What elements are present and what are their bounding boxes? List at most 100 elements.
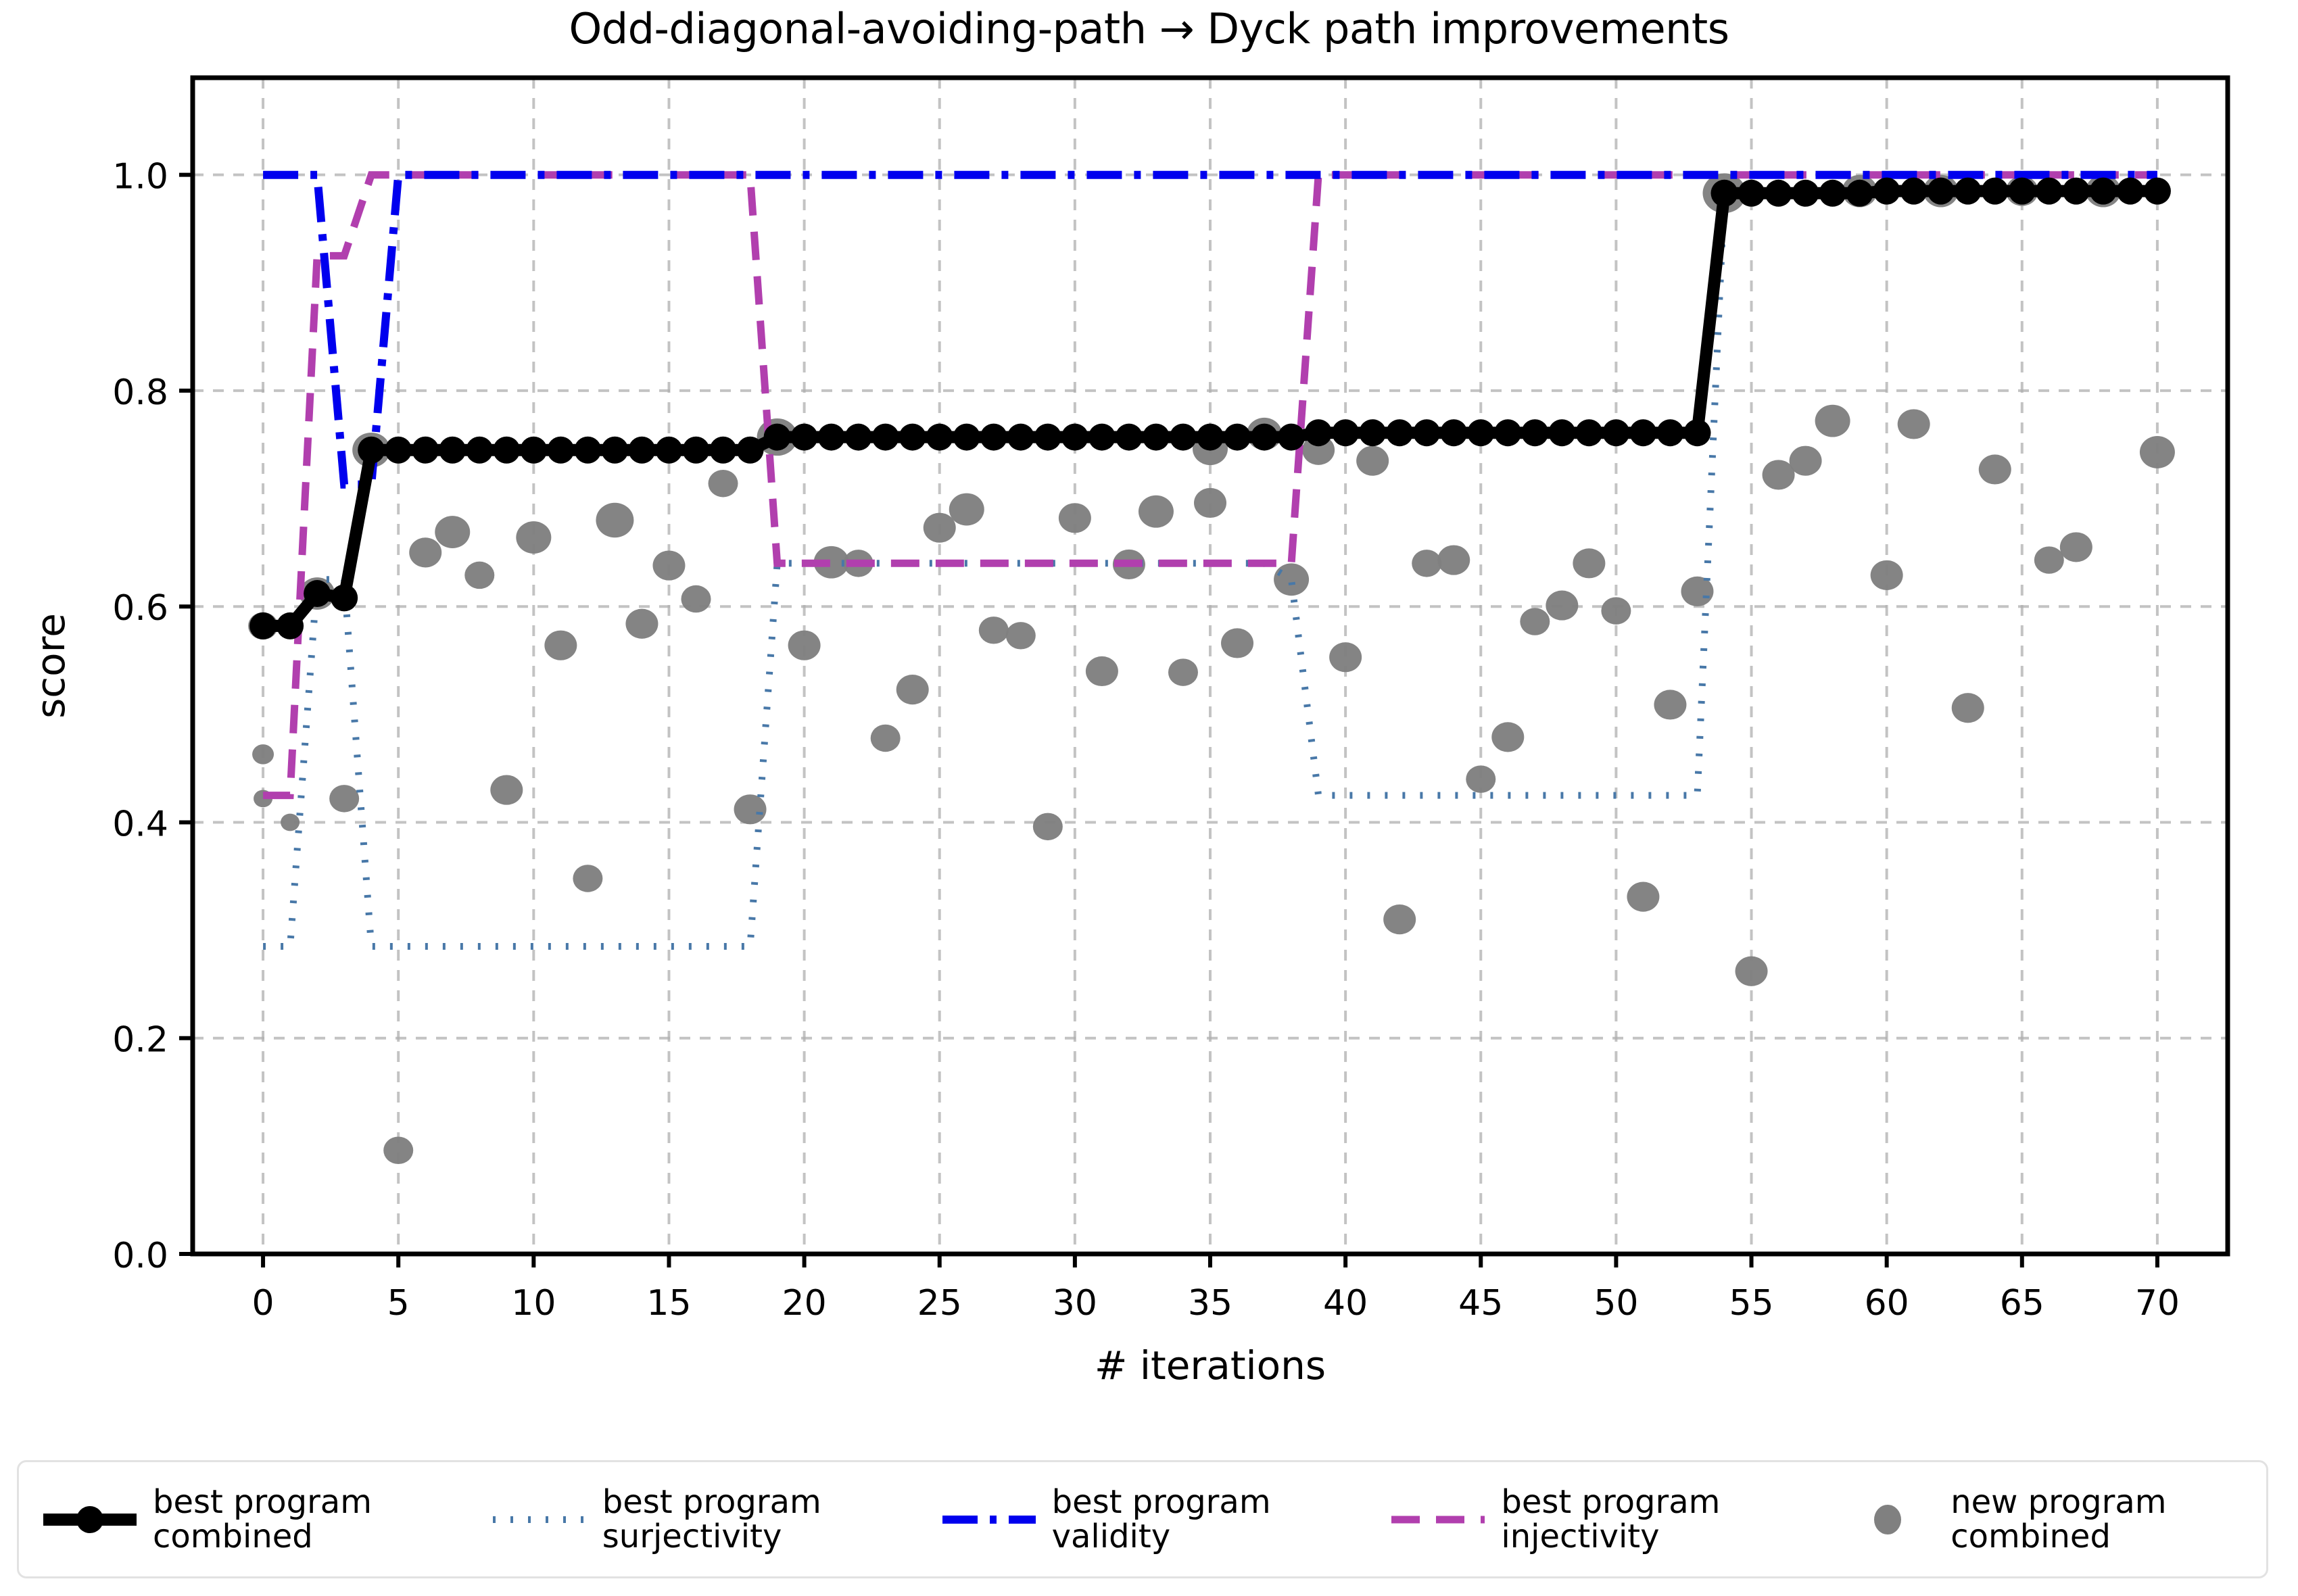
series-marker-combined xyxy=(358,436,385,464)
scatter-point xyxy=(625,608,659,639)
page-title: Odd-diagonal-avoiding-path → Dyck path i… xyxy=(569,4,1729,53)
series-marker-combined xyxy=(763,423,791,451)
series-marker-combined xyxy=(1954,177,1982,205)
x-tick-label: 15 xyxy=(646,1283,691,1324)
series-marker-combined xyxy=(493,436,521,464)
legend-item-2[interactable]: best program validity xyxy=(918,1482,1368,1555)
series-marker-combined xyxy=(2062,177,2090,205)
series-marker-combined xyxy=(844,423,872,451)
series-marker-combined xyxy=(1575,419,1603,447)
legend-swatch-icon xyxy=(1837,1499,1938,1540)
series-marker-combined xyxy=(574,436,602,464)
series-marker-combined xyxy=(1981,177,2009,205)
scatter-point xyxy=(490,775,523,805)
scatter-point xyxy=(516,521,552,554)
scatter-point xyxy=(1032,813,1063,841)
series-marker-combined xyxy=(1819,179,1846,207)
series-marker-combined xyxy=(790,423,818,451)
y-tick-label: 0.6 xyxy=(112,588,168,629)
series-marker-combined xyxy=(385,436,412,464)
tick-labels: 0 5 10 15 20 25 30 35 40 45 50 55 60 65 70 0.0 0.2 0.4 0.6… xyxy=(112,157,2180,1324)
scatter-point xyxy=(1601,597,1631,625)
legend-label: best program validity xyxy=(1051,1482,1271,1555)
scatter-point xyxy=(1274,563,1310,596)
series-marker-combined xyxy=(331,584,358,612)
scatter-point xyxy=(652,550,686,581)
legend-swatch-icon xyxy=(39,1499,141,1540)
series-marker-combined xyxy=(953,423,980,451)
scatter-point xyxy=(978,616,1009,644)
scatter-point xyxy=(1520,608,1550,635)
series-marker-combined xyxy=(899,423,926,451)
series-marker-combined xyxy=(520,436,548,464)
legend-item-4[interactable]: new program combined xyxy=(1817,1482,2266,1555)
scatter-point xyxy=(1383,904,1416,935)
series-marker-combined xyxy=(1169,423,1197,451)
y-tick-label: 0.8 xyxy=(112,372,168,413)
series-marker-combined xyxy=(1224,423,1251,451)
chart-legend: best program combined best program surjec… xyxy=(17,1460,2268,1578)
scatter-point xyxy=(870,724,901,752)
scatter-point xyxy=(1951,693,1984,723)
x-tick-label: 50 xyxy=(1594,1283,1638,1324)
series-marker-combined xyxy=(1386,419,1414,447)
scatter-point xyxy=(1491,722,1525,752)
legend-item-0[interactable]: best program combined xyxy=(19,1484,469,1554)
series-marker-combined xyxy=(655,436,683,464)
scatter-point xyxy=(923,512,956,543)
series-marker-combined xyxy=(1142,423,1170,451)
scatter-point xyxy=(2034,546,2064,574)
scatter-point xyxy=(1412,550,1442,577)
series-marker-combined xyxy=(1846,179,1873,207)
series-marker-combined xyxy=(547,436,575,464)
scatter-point xyxy=(573,865,603,892)
series-marker-combined xyxy=(2089,177,2117,205)
x-tick-label: 35 xyxy=(1188,1283,1232,1324)
scatter-point xyxy=(1573,548,1606,579)
legend-label: best program injectivity xyxy=(1501,1482,1721,1555)
series-marker-combined xyxy=(1061,423,1088,451)
y-tick-label: 0.4 xyxy=(112,804,168,844)
y-tick-label: 0.0 xyxy=(112,1236,168,1276)
scatter-point xyxy=(1168,658,1198,686)
scatter-point xyxy=(788,630,821,660)
scatter-point xyxy=(1437,545,1470,575)
x-tick-label: 0 xyxy=(252,1283,274,1324)
series-marker-combined xyxy=(601,436,629,464)
scatter-point xyxy=(2059,532,2092,562)
scatter-point xyxy=(1978,454,2011,485)
scatter-point xyxy=(1085,656,1118,687)
series-marker-combined xyxy=(304,580,331,608)
series-marker-combined xyxy=(1034,423,1061,451)
series-marker-combined xyxy=(1710,179,1738,207)
series-marker-combined xyxy=(1115,423,1143,451)
series-marker-combined xyxy=(980,423,1007,451)
x-axis-label: # iterations xyxy=(1095,1343,1326,1388)
scatter-point xyxy=(329,785,360,813)
legend-label: new program combined xyxy=(1950,1482,2167,1555)
scatter-point xyxy=(596,502,634,538)
x-tick-label: 20 xyxy=(782,1283,827,1324)
legend-item-1[interactable]: best program surjectivity xyxy=(469,1484,918,1554)
series-marker-combined xyxy=(2116,177,2144,205)
scatter-point xyxy=(1762,460,1795,490)
series-marker-combined xyxy=(1927,177,1955,205)
scatter-point xyxy=(1870,560,1903,590)
y-tick-label: 0.2 xyxy=(112,1020,168,1061)
scatter-point xyxy=(2139,436,2175,468)
scatter-point xyxy=(681,585,711,613)
line-markers-layer xyxy=(249,177,2171,639)
series-marker-combined xyxy=(628,436,656,464)
scatter-point xyxy=(1221,628,1254,658)
series-marker-combined xyxy=(1440,419,1468,447)
scatter-point xyxy=(383,1136,414,1164)
scatter-point xyxy=(435,516,471,548)
series-marker-combined xyxy=(1765,179,1792,207)
axis-ticks xyxy=(179,172,2159,1267)
legend-swatch-icon xyxy=(938,1499,1040,1540)
legend-item-3[interactable]: best program injectivity xyxy=(1367,1482,1817,1555)
x-tick-label: 10 xyxy=(511,1283,556,1324)
scatter-point xyxy=(708,469,738,498)
x-tick-label: 70 xyxy=(2135,1283,2180,1324)
